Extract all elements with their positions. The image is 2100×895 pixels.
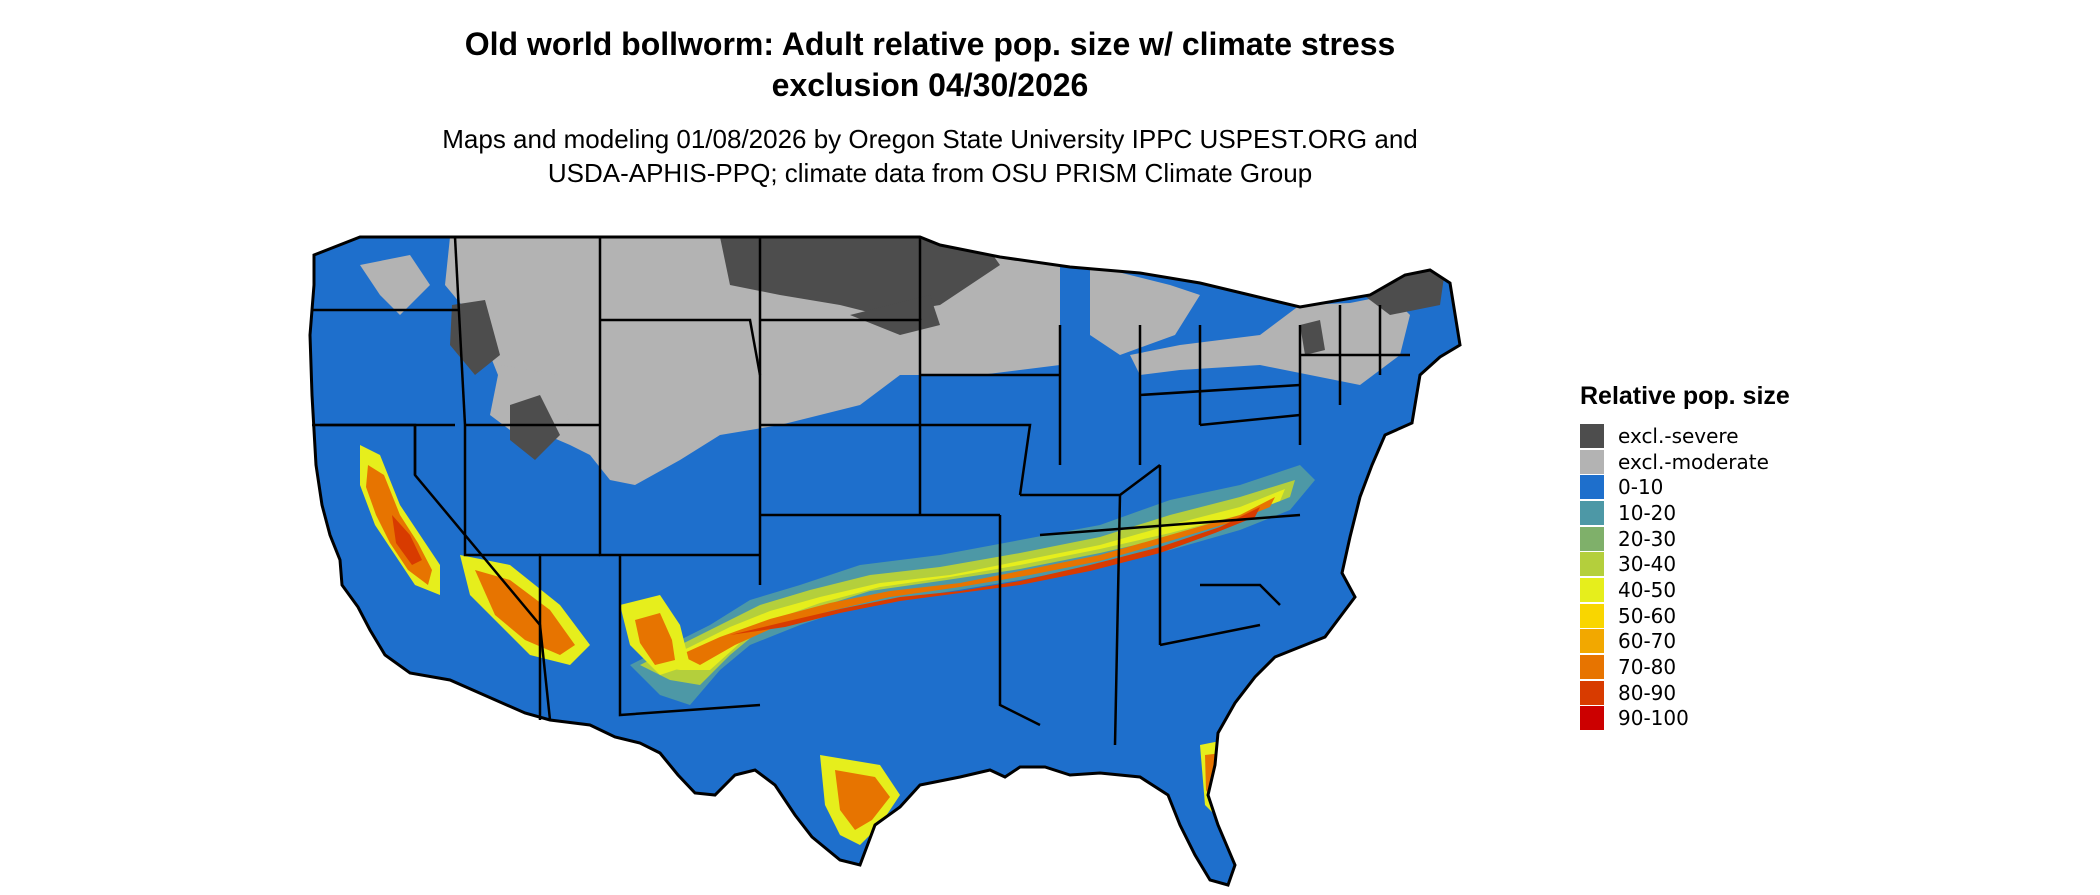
legend-label: 90-100 (1618, 706, 1689, 731)
map-subtitle: Maps and modeling 01/08/2026 by Oregon S… (0, 122, 1860, 190)
legend-label: 0-10 (1618, 475, 1664, 500)
map-title: Old world bollworm: Adult relative pop. … (0, 24, 1860, 106)
legend-label: 20-30 (1618, 526, 1677, 551)
legend-item-60-70: 60-70 (1580, 629, 1790, 655)
map-subtitle-line-1: Maps and modeling 01/08/2026 by Oregon S… (442, 124, 1418, 154)
legend-item-0-10: 0-10 (1580, 474, 1790, 500)
us-map (308, 235, 1462, 887)
legend-label: 30-40 (1618, 552, 1677, 577)
legend-label: excl.-moderate (1618, 449, 1769, 474)
legend: Relative pop. size excl.-severe excl.-mo… (1580, 382, 1790, 731)
legend-swatch (1580, 655, 1604, 680)
legend-item-20-30: 20-30 (1580, 526, 1790, 552)
legend-title: Relative pop. size (1580, 382, 1790, 410)
legend-swatch (1580, 423, 1604, 448)
legend-items: excl.-severe excl.-moderate 0-10 10-20 2… (1580, 423, 1790, 731)
legend-swatch (1580, 603, 1604, 628)
legend-item-30-40: 30-40 (1580, 551, 1790, 577)
climate-zones (310, 237, 1460, 885)
legend-swatch (1580, 449, 1604, 474)
map-title-line-1: Old world bollworm: Adult relative pop. … (464, 26, 1396, 62)
state-borders (312, 236, 1410, 746)
legend-item-40-50: 40-50 (1580, 577, 1790, 603)
legend-swatch (1580, 500, 1604, 525)
legend-swatch (1580, 680, 1604, 705)
legend-item-excl-severe: excl.-severe (1580, 423, 1790, 449)
us-outline (308, 235, 1462, 887)
legend-label: 60-70 (1618, 629, 1677, 654)
legend-swatch (1580, 552, 1604, 577)
legend-item-90-100: 90-100 (1580, 706, 1790, 732)
legend-item-80-90: 80-90 (1580, 680, 1790, 706)
legend-item-excl-moderate: excl.-moderate (1580, 449, 1790, 475)
map-title-line-2: exclusion 04/30/2026 (771, 67, 1089, 103)
legend-item-10-20: 10-20 (1580, 500, 1790, 526)
legend-swatch (1580, 577, 1604, 602)
map-subtitle-line-2: USDA-APHIS-PPQ; climate data from OSU PR… (547, 158, 1313, 188)
legend-label: 40-50 (1618, 577, 1677, 602)
legend-swatch (1580, 526, 1604, 551)
legend-swatch (1580, 706, 1604, 731)
legend-label: 80-90 (1618, 680, 1677, 705)
legend-label: 50-60 (1618, 603, 1677, 628)
legend-label: excl.-severe (1618, 423, 1739, 448)
legend-swatch (1580, 629, 1604, 654)
legend-item-50-60: 50-60 (1580, 603, 1790, 629)
legend-item-70-80: 70-80 (1580, 654, 1790, 680)
legend-label: 70-80 (1618, 655, 1677, 680)
legend-label: 10-20 (1618, 500, 1677, 525)
legend-swatch (1580, 475, 1604, 500)
